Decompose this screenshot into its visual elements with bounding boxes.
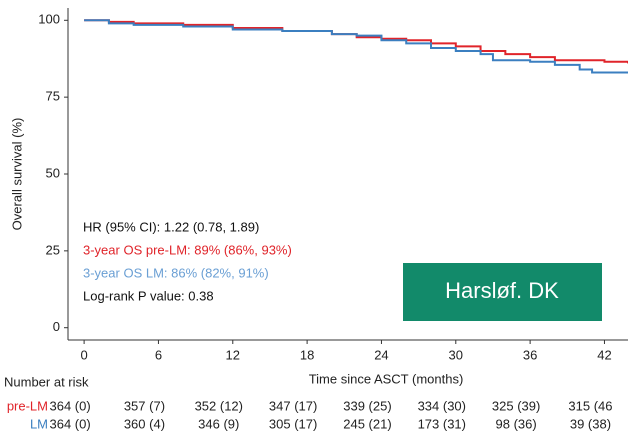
x-tick-label: 24: [374, 347, 388, 362]
risk-title: Number at risk: [4, 374, 89, 389]
risk-value: 305 (17): [269, 416, 317, 431]
risk-value: 364 (0): [50, 416, 91, 431]
y-tick-label: 0: [53, 319, 60, 334]
badge: Harsløf. DK: [445, 278, 559, 303]
y-axis-label: Overall survival (%): [9, 118, 24, 231]
x-tick-label: 42: [597, 347, 611, 362]
x-tick-label: 18: [300, 347, 314, 362]
x-tick-label: 36: [523, 347, 537, 362]
survival-curve: [84, 19, 628, 74]
annotation: HR (95% CI): 1.22 (0.78, 1.89): [83, 219, 259, 234]
annotation: 3-year OS LM: 86% (82%, 91%): [83, 265, 269, 280]
x-tick-label: 0: [80, 347, 87, 362]
risk-value: 245 (21): [343, 416, 391, 431]
risk-value: 315 (46: [568, 398, 612, 413]
risk-value: 347 (17): [269, 398, 317, 413]
x-tick-label: 30: [449, 347, 463, 362]
risk-value: 334 (30): [418, 398, 466, 413]
risk-value: 325 (39): [492, 398, 540, 413]
survival-curve: [84, 19, 628, 64]
y-tick-label: 25: [46, 242, 60, 257]
risk-row-label: pre-LM: [7, 398, 48, 413]
x-axis-label: Time since ASCT (months): [309, 371, 464, 386]
risk-value: 357 (7): [124, 398, 165, 413]
risk-value: 39 (38): [570, 416, 611, 431]
annotation: 3-year OS pre-LM: 89% (86%, 93%): [83, 242, 292, 257]
y-tick-label: 75: [46, 89, 60, 104]
x-tick-label: 6: [155, 347, 162, 362]
risk-value: 98 (36): [496, 416, 537, 431]
annotation: Log-rank P value: 0.38: [83, 288, 214, 303]
risk-value: 346 (9): [198, 416, 239, 431]
risk-value: 339 (25): [343, 398, 391, 413]
risk-value: 352 (12): [195, 398, 243, 413]
badge-box: [403, 263, 602, 321]
y-tick-label: 100: [38, 12, 60, 27]
risk-row-label: LM: [30, 416, 48, 431]
risk-value: 173 (31): [418, 416, 466, 431]
y-tick-label: 50: [46, 165, 60, 180]
x-tick-label: 12: [226, 347, 240, 362]
risk-value: 360 (4): [124, 416, 165, 431]
risk-value: 364 (0): [50, 398, 91, 413]
